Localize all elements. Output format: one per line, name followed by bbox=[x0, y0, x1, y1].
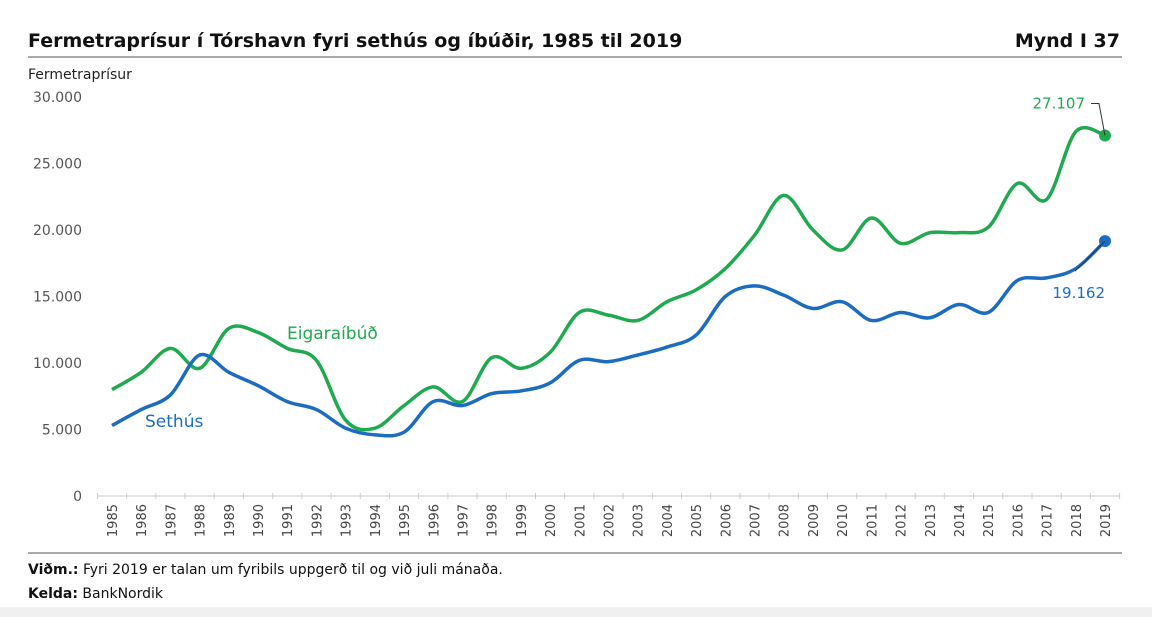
x-tick-label: 2017 bbox=[1041, 504, 1056, 537]
y-tick-label: 15.000 bbox=[33, 290, 82, 306]
series-line-eigaraibud bbox=[111, 125, 1106, 432]
x-tick-label: 2004 bbox=[661, 504, 676, 537]
x-tick-label: 2011 bbox=[865, 504, 880, 537]
y-axis-label: Fermetraprísur bbox=[28, 67, 132, 83]
footnote-text: Fyri 2019 er talan um fyribils uppgerð t… bbox=[79, 562, 503, 578]
x-tick-label: 1998 bbox=[486, 504, 501, 537]
x-tick-label: 1996 bbox=[427, 504, 442, 537]
x-tick-label: 2019 bbox=[1099, 504, 1114, 537]
x-tick-label: 1988 bbox=[194, 504, 209, 537]
y-tick-label: 20.000 bbox=[33, 223, 82, 239]
x-tick-label: 1991 bbox=[281, 504, 296, 537]
source-text: BankNordik bbox=[78, 586, 164, 602]
end-value-label: 19.162 bbox=[1053, 284, 1106, 302]
source-label: Kelda: bbox=[28, 586, 78, 602]
y-tick-label: 25.000 bbox=[33, 157, 82, 173]
end-label-leader bbox=[1074, 240, 1106, 272]
x-tick-label: 1987 bbox=[164, 504, 179, 537]
x-tick-label: 1995 bbox=[398, 504, 413, 537]
x-tick-label: 1992 bbox=[310, 504, 325, 537]
footnote: Viðm.: Fyri 2019 er talan um fyribils up… bbox=[28, 562, 503, 578]
x-tick-label: 2002 bbox=[603, 504, 618, 537]
chart-title: Fermetraprísur í Tórshavn fyri sethús og… bbox=[28, 30, 682, 52]
x-tick-label: 1999 bbox=[515, 504, 530, 537]
y-tick-label: 0 bbox=[73, 489, 82, 505]
x-tick-label: 1985 bbox=[106, 504, 121, 537]
x-tick-label: 1997 bbox=[456, 504, 471, 537]
x-tick-label: 2015 bbox=[982, 504, 997, 537]
x-tick-label: 2008 bbox=[778, 504, 793, 537]
x-tick-label: 1990 bbox=[252, 504, 267, 537]
source: Kelda: BankNordik bbox=[28, 586, 164, 602]
figure-id: Mynd I 37 bbox=[1015, 30, 1120, 52]
x-tick-label: 2000 bbox=[544, 504, 559, 537]
x-tick-label: 2001 bbox=[573, 504, 588, 537]
y-tick-label: 5.000 bbox=[42, 423, 82, 439]
x-tick-label: 2007 bbox=[749, 504, 764, 537]
y-tick-label: 30.000 bbox=[33, 90, 82, 106]
end-label-leader bbox=[1091, 102, 1106, 136]
series-label-sethus: Sethús bbox=[145, 412, 203, 432]
series-label-eigaraibud: Eigaraíbúð bbox=[287, 324, 378, 344]
x-tick-label: 2006 bbox=[719, 504, 734, 537]
x-tick-label: 2018 bbox=[1070, 504, 1085, 537]
x-tick-label: 1989 bbox=[223, 504, 238, 537]
x-tick-label: 2005 bbox=[690, 504, 705, 537]
x-tick-label: 2016 bbox=[1011, 504, 1026, 537]
x-tick-label: 2014 bbox=[953, 504, 968, 537]
x-tick-label: 2013 bbox=[924, 504, 939, 537]
footnote-label: Viðm.: bbox=[28, 562, 79, 578]
x-tick-label: 2010 bbox=[836, 504, 851, 537]
x-tick-label: 2003 bbox=[632, 504, 647, 537]
series-line-sethus bbox=[111, 239, 1107, 438]
x-tick-label: 1993 bbox=[340, 504, 355, 537]
y-tick-label: 10.000 bbox=[33, 356, 82, 372]
x-tick-label: 1986 bbox=[135, 504, 150, 537]
x-tick-label: 1994 bbox=[369, 504, 384, 537]
x-tick-label: 2012 bbox=[895, 504, 910, 537]
x-tick-label: 2009 bbox=[807, 504, 822, 537]
end-value-label: 27.107 bbox=[1033, 94, 1086, 112]
bottom-strip bbox=[0, 607, 1152, 617]
